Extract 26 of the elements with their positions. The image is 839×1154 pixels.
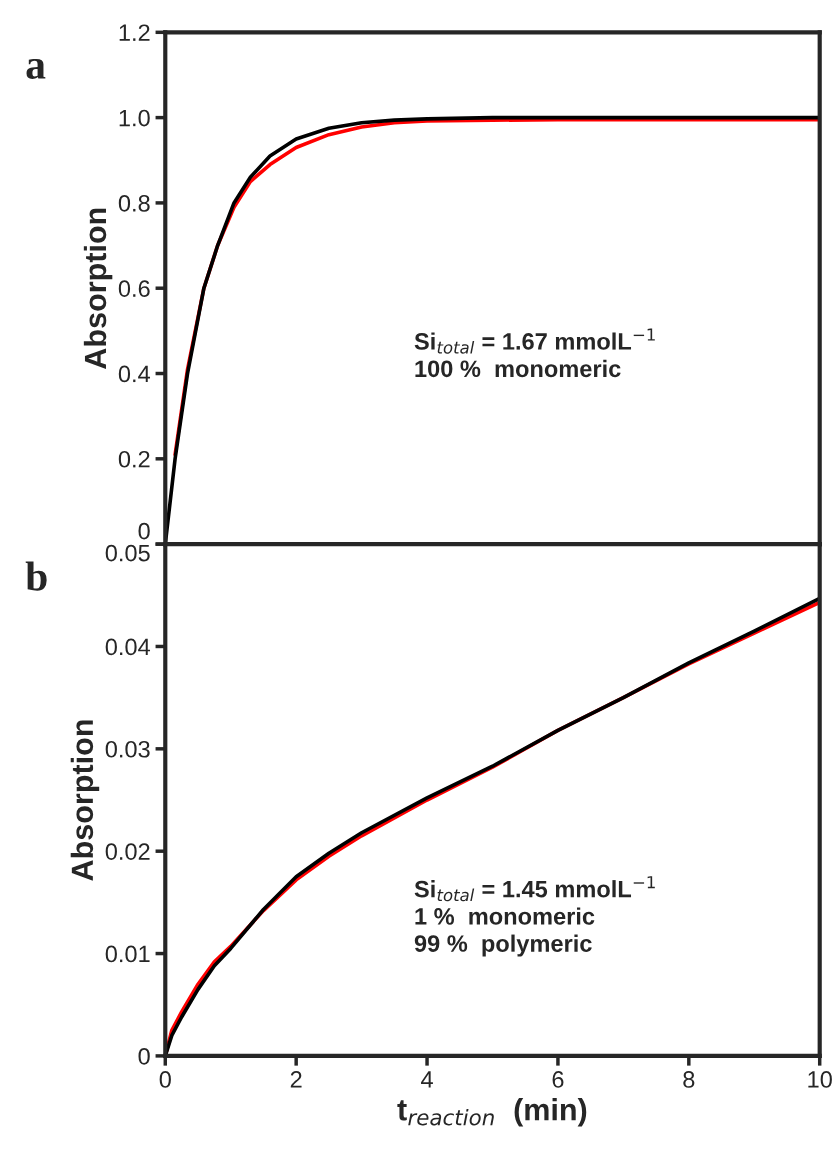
y-axis-title: Absorption xyxy=(70,720,100,881)
x-tick-label: 8 xyxy=(683,1071,695,1088)
x-tick-label: 0 xyxy=(159,1071,171,1088)
y-tick-label: 0.8 xyxy=(118,194,150,212)
y-tick-label: 0.2 xyxy=(118,450,150,468)
y-tick-label: 0.04 xyxy=(105,638,151,656)
x-tick-label: 4 xyxy=(421,1071,433,1088)
x-axis-title: t$_{reaction}$ (min) xyxy=(397,1098,587,1127)
y-tick-label: 0 xyxy=(138,522,150,540)
y-tick-label: 0 xyxy=(138,1047,150,1065)
text: Si$_{total}$ = 1.45 mmolL$^{−1}$ 1 % monomeric 99 % polymeric xyxy=(414,876,655,957)
y-tick-label: 0.01 xyxy=(105,945,150,963)
y-tick-label: 0.6 xyxy=(118,280,150,297)
y-tick-label: 1.2 xyxy=(119,24,150,41)
y-tick-label: 0.03 xyxy=(105,740,150,758)
text: a xyxy=(26,58,46,79)
y-axis-title: Absorption xyxy=(83,208,113,369)
y-tick-label: 1.0 xyxy=(119,109,150,127)
y-tick-label: 0.02 xyxy=(105,843,150,860)
x-tick-label: 10 xyxy=(808,1071,832,1088)
text: b xyxy=(25,561,47,591)
text: Si$_{total}$ = 1.67 mmolL$^{−1}$ 100 % monomeric xyxy=(414,328,655,378)
x-tick-label: 2 xyxy=(290,1071,302,1088)
y-tick-label: 0.05 xyxy=(105,544,150,562)
y-tick-label: 0.4 xyxy=(118,365,151,383)
x-tick-label: 6 xyxy=(552,1071,564,1088)
